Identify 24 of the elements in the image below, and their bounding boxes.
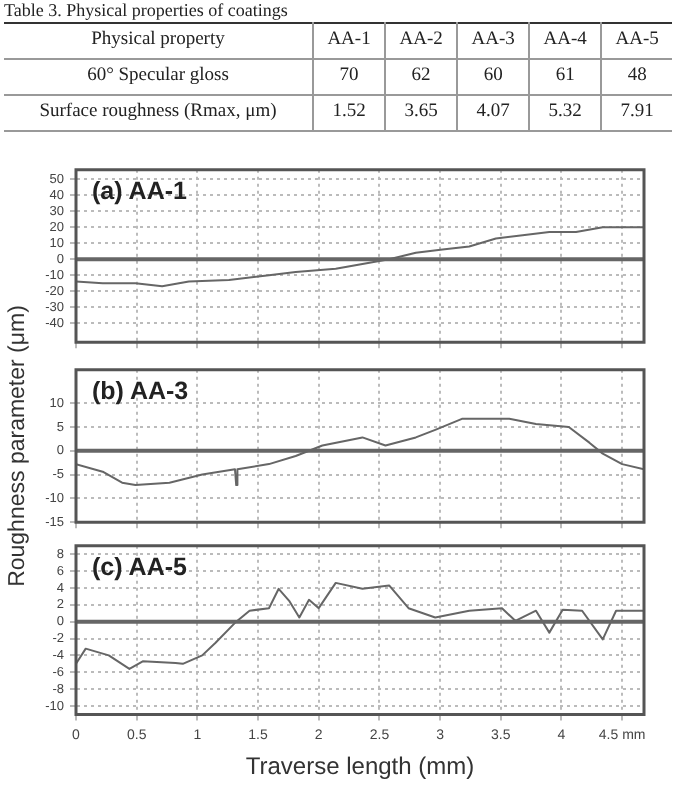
annotation: (b) AA-3 (92, 377, 189, 406)
x-tick-label: AA-5 (601, 23, 672, 59)
x-axis-title: Traverse length (mm) (245, 752, 475, 781)
data-label: 70 (313, 59, 386, 95)
data-label: 7.91 (601, 95, 672, 131)
annotation: (c) AA-5 (92, 553, 188, 582)
data-label: 4.07 (457, 95, 530, 131)
x-tick-label: AA-2 (385, 23, 458, 59)
data-label: 61 (529, 59, 602, 95)
data-label: 62 (385, 59, 458, 95)
data-label: 5.32 (529, 95, 602, 131)
data-label: 60 (457, 59, 530, 95)
y-axis-title: Roughness parameter (μm) (6, 305, 30, 587)
annotation: (a) AA-1 (92, 177, 188, 206)
y-tick-label: Surface roughness (Rmax, μm) (4, 95, 313, 131)
y-axis-title: Physical property (4, 23, 313, 59)
data-label: 48 (601, 59, 672, 95)
x-tick-label: AA-1 (313, 23, 386, 59)
x-tick-label: AA-4 (529, 23, 602, 59)
data-label: 1.52 (313, 95, 386, 131)
y-tick-label: 60° Specular gloss (4, 59, 313, 95)
data-label: 3.65 (385, 95, 458, 131)
text: Table 3. Physical properties of coatings (2, 0, 290, 22)
x-tick-label: AA-3 (457, 23, 530, 59)
